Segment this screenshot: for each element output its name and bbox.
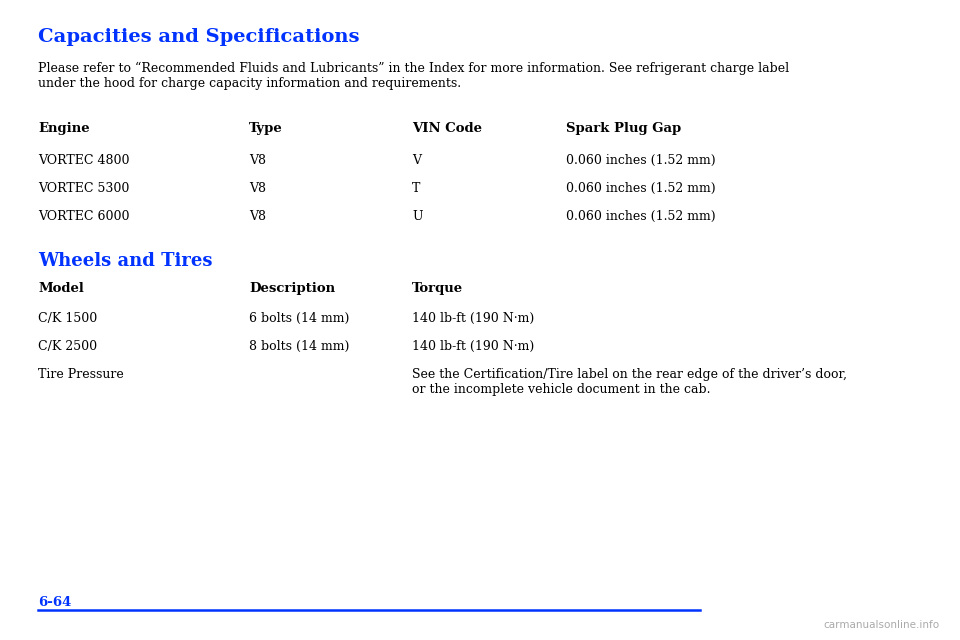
- Text: U: U: [412, 210, 422, 223]
- Text: carmanualsonline.info: carmanualsonline.info: [824, 620, 940, 630]
- Text: 8 bolts (14 mm): 8 bolts (14 mm): [249, 340, 349, 353]
- Text: 140 lb-ft (190 N·m): 140 lb-ft (190 N·m): [412, 340, 535, 353]
- Text: Description: Description: [249, 282, 335, 295]
- Text: Type: Type: [249, 122, 283, 135]
- Text: Tire Pressure: Tire Pressure: [38, 368, 124, 381]
- Text: V: V: [412, 154, 421, 167]
- Text: V8: V8: [249, 182, 266, 195]
- Text: V8: V8: [249, 210, 266, 223]
- Text: V8: V8: [249, 154, 266, 167]
- Text: 0.060 inches (1.52 mm): 0.060 inches (1.52 mm): [566, 182, 715, 195]
- Text: T: T: [412, 182, 420, 195]
- Text: 6 bolts (14 mm): 6 bolts (14 mm): [249, 312, 349, 325]
- Text: 6-64: 6-64: [38, 596, 71, 609]
- Text: Spark Plug Gap: Spark Plug Gap: [566, 122, 682, 135]
- Text: Model: Model: [38, 282, 84, 295]
- Text: Torque: Torque: [412, 282, 463, 295]
- Text: 0.060 inches (1.52 mm): 0.060 inches (1.52 mm): [566, 210, 715, 223]
- Text: Capacities and Specifications: Capacities and Specifications: [38, 28, 359, 46]
- Text: VORTEC 5300: VORTEC 5300: [38, 182, 130, 195]
- Text: Wheels and Tires: Wheels and Tires: [38, 252, 212, 270]
- Text: 0.060 inches (1.52 mm): 0.060 inches (1.52 mm): [566, 154, 715, 167]
- Text: Please refer to “Recommended Fluids and Lubricants” in the Index for more inform: Please refer to “Recommended Fluids and …: [38, 62, 789, 90]
- Text: VORTEC 6000: VORTEC 6000: [38, 210, 130, 223]
- Text: See the Certification/Tire label on the rear edge of the driver’s door,
or the i: See the Certification/Tire label on the …: [412, 368, 847, 396]
- Text: C/K 1500: C/K 1500: [38, 312, 97, 325]
- Text: Engine: Engine: [38, 122, 89, 135]
- Text: VIN Code: VIN Code: [412, 122, 482, 135]
- Text: 140 lb-ft (190 N·m): 140 lb-ft (190 N·m): [412, 312, 535, 325]
- Text: C/K 2500: C/K 2500: [38, 340, 97, 353]
- Text: VORTEC 4800: VORTEC 4800: [38, 154, 130, 167]
